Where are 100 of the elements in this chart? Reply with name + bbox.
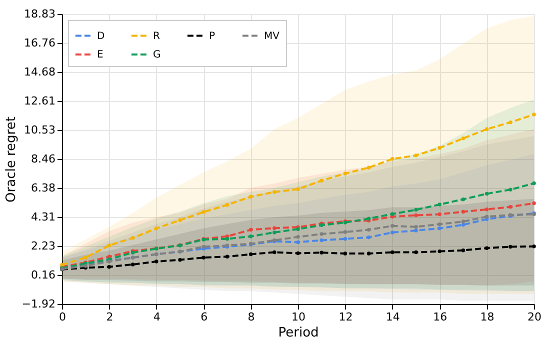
point — [320, 250, 324, 254]
point — [366, 235, 371, 240]
point — [202, 210, 206, 214]
point — [390, 230, 394, 234]
point — [390, 212, 394, 216]
y-tick-label: 4.31 — [31, 210, 56, 224]
point — [248, 194, 253, 199]
point — [320, 238, 324, 242]
point — [484, 192, 489, 196]
legend-label: P — [209, 30, 216, 42]
point — [272, 230, 276, 234]
x-tick-label: 4 — [153, 310, 160, 324]
point — [484, 246, 489, 250]
x-tick-label: 2 — [106, 310, 114, 324]
point — [438, 222, 442, 226]
point — [107, 244, 112, 248]
point — [225, 237, 230, 241]
point — [130, 262, 135, 266]
point — [130, 236, 135, 240]
y-tick-label: 12.61 — [24, 94, 56, 108]
x-tick-label: 10 — [292, 310, 306, 324]
point — [461, 210, 466, 214]
point — [438, 226, 442, 230]
point — [107, 264, 112, 269]
y-axis-title: Oracle regret — [4, 116, 19, 202]
point — [532, 181, 536, 186]
point — [366, 166, 371, 170]
point — [484, 214, 489, 219]
point — [272, 250, 276, 254]
legend-label: MV — [264, 30, 280, 42]
x-tick-label: 18 — [480, 310, 494, 324]
point — [484, 208, 489, 212]
y-tick-label: 2.23 — [31, 240, 56, 252]
point — [225, 203, 230, 207]
point — [272, 190, 276, 194]
y-tick-label: 8.46 — [31, 152, 56, 166]
legend-label: R — [153, 30, 160, 42]
point — [154, 226, 158, 230]
point — [461, 220, 466, 224]
point — [461, 222, 466, 227]
x-tick-label: 20 — [528, 310, 542, 324]
x-axis-title: Period — [278, 326, 319, 340]
point — [438, 249, 442, 254]
point — [343, 230, 348, 234]
point — [438, 212, 442, 216]
point — [438, 202, 442, 206]
point — [461, 197, 466, 202]
point — [390, 157, 394, 161]
point — [461, 248, 466, 252]
point — [296, 235, 300, 239]
legend-label: G — [153, 50, 161, 60]
point — [414, 250, 418, 254]
x-tick-label: 8 — [248, 310, 255, 324]
point — [390, 250, 394, 254]
x-tick-label: 6 — [200, 310, 208, 324]
x-tick-label: 14 — [386, 310, 400, 324]
legend-label: D — [97, 30, 105, 42]
point — [438, 146, 442, 150]
point — [366, 252, 371, 256]
point — [320, 232, 324, 236]
point — [343, 237, 348, 241]
point — [508, 120, 512, 124]
y-tick-label: 14.68 — [24, 66, 56, 78]
point — [343, 252, 348, 256]
point — [202, 256, 206, 260]
point — [178, 218, 182, 222]
point — [461, 136, 466, 140]
y-tick-label: 16.76 — [24, 36, 56, 50]
x-tick-label: 0 — [59, 310, 66, 324]
point — [248, 228, 253, 232]
point — [225, 254, 230, 258]
point — [414, 154, 418, 158]
y-tick-label: 6.38 — [31, 182, 56, 194]
y-tick-label: −1.92 — [22, 298, 56, 310]
point — [320, 178, 324, 182]
point — [414, 208, 418, 212]
point — [296, 187, 300, 191]
point — [154, 260, 158, 264]
point — [390, 224, 394, 228]
point — [414, 228, 418, 232]
point — [414, 224, 418, 229]
point — [248, 234, 253, 238]
point — [366, 228, 371, 232]
point — [508, 205, 512, 209]
point — [508, 188, 512, 192]
y-tick-label: 0.16 — [31, 268, 56, 282]
point — [532, 201, 536, 206]
point — [296, 251, 300, 256]
y-tick-label: 10.53 — [24, 124, 56, 136]
point — [532, 244, 536, 248]
point — [178, 258, 182, 262]
point — [296, 240, 300, 244]
x-tick-label: 16 — [433, 310, 448, 324]
point — [84, 256, 88, 260]
point — [484, 127, 489, 132]
point — [508, 244, 512, 249]
x-tick-label: 12 — [338, 310, 353, 324]
point — [532, 112, 536, 116]
legend-label: E — [97, 50, 104, 60]
y-tick-label: 18.83 — [24, 8, 56, 20]
